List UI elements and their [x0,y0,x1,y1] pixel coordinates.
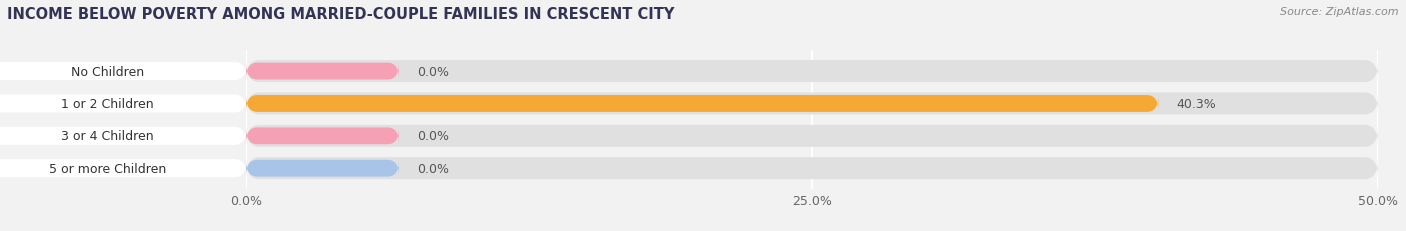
Text: 0.0%: 0.0% [418,65,449,78]
FancyBboxPatch shape [246,93,1378,115]
FancyBboxPatch shape [0,127,246,145]
FancyBboxPatch shape [246,128,399,145]
FancyBboxPatch shape [246,96,1159,112]
FancyBboxPatch shape [246,61,1378,83]
FancyBboxPatch shape [246,125,1378,147]
FancyBboxPatch shape [0,95,246,113]
Text: Source: ZipAtlas.com: Source: ZipAtlas.com [1281,7,1399,17]
FancyBboxPatch shape [246,158,1378,179]
Text: 0.0%: 0.0% [418,162,449,175]
FancyBboxPatch shape [246,160,399,177]
Text: No Children: No Children [70,65,143,78]
Text: 1 or 2 Children: 1 or 2 Children [60,97,153,110]
Text: 5 or more Children: 5 or more Children [49,162,166,175]
Text: 0.0%: 0.0% [418,130,449,143]
Text: INCOME BELOW POVERTY AMONG MARRIED-COUPLE FAMILIES IN CRESCENT CITY: INCOME BELOW POVERTY AMONG MARRIED-COUPL… [7,7,675,22]
FancyBboxPatch shape [246,63,399,80]
FancyBboxPatch shape [0,63,246,81]
Text: 3 or 4 Children: 3 or 4 Children [60,130,153,143]
Text: 40.3%: 40.3% [1177,97,1216,110]
FancyBboxPatch shape [0,159,246,177]
